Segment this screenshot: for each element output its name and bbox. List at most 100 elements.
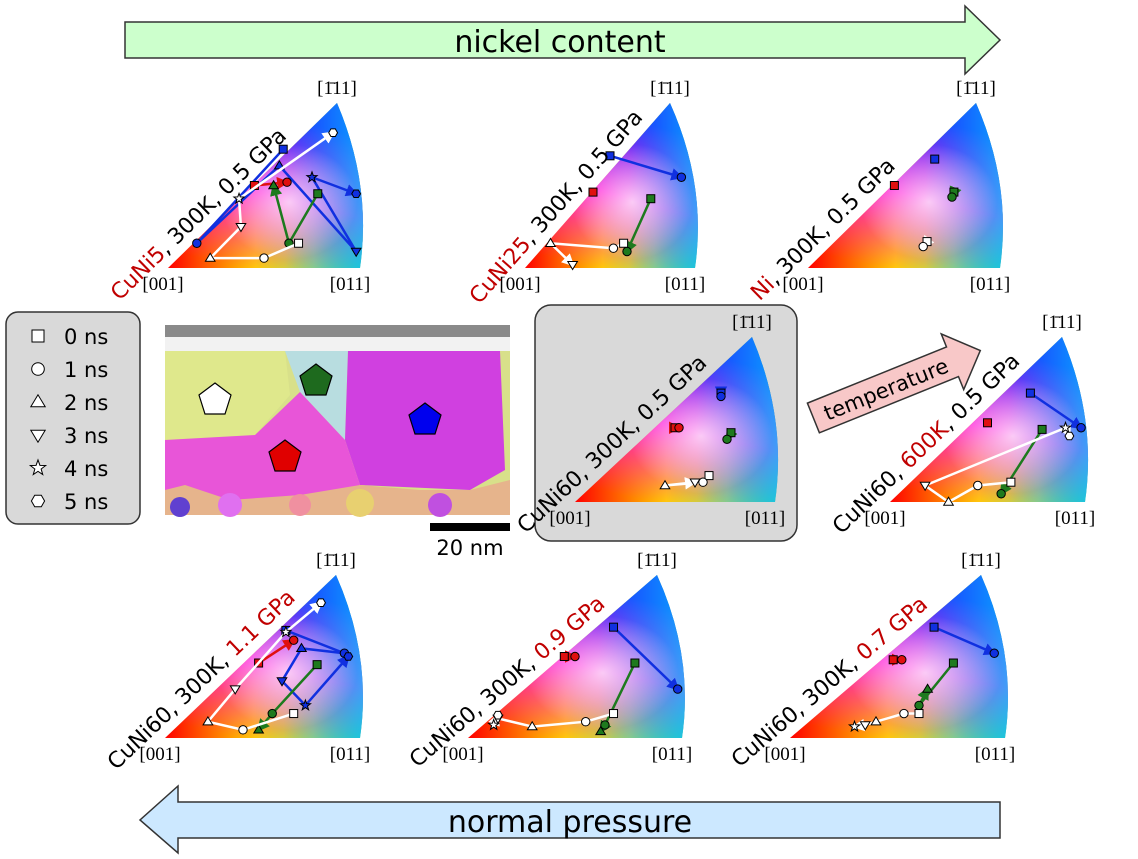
legend-label: 4 ns xyxy=(64,457,108,481)
marker-square xyxy=(930,623,938,631)
marker-circle xyxy=(1077,424,1085,432)
marker-square xyxy=(313,661,321,669)
legend-label: 3 ns xyxy=(64,424,108,448)
legend-label: 2 ns xyxy=(64,391,108,415)
marker-circle xyxy=(974,481,982,489)
nickel-arrow: nickel content xyxy=(125,6,1000,74)
marker-circle xyxy=(290,636,298,644)
marker-square xyxy=(949,659,957,667)
marker-square xyxy=(915,710,923,718)
marker-square xyxy=(1007,478,1015,486)
marker-square xyxy=(620,239,628,247)
ipf-panel: [001][011][1̄11]CuNi60, 300K, 1.1 GPa xyxy=(103,550,370,775)
marker-circle xyxy=(723,435,731,443)
grain xyxy=(346,489,374,517)
legend-label: 5 ns xyxy=(64,490,108,514)
corner-label: [011] xyxy=(745,508,785,529)
marker-circle xyxy=(623,247,631,255)
marker-circle xyxy=(677,173,685,181)
marker-circle xyxy=(900,709,908,717)
corner-label: [1̄11] xyxy=(956,78,996,99)
corner-label: [1̄11] xyxy=(961,550,1001,571)
corner-label: [1̄11] xyxy=(316,550,356,571)
marker-circle xyxy=(582,718,590,726)
corner-label: [011] xyxy=(970,274,1010,295)
ipf-panel: [001][011][1̄11]CuNi60, 300K, 0.7 GPa xyxy=(727,550,1015,773)
marker-symbol xyxy=(31,495,44,506)
ipf-panel: [001][011][1̄11]Ni, 300K, 0.5 GPa xyxy=(746,78,1010,306)
marker-square xyxy=(705,472,713,480)
marker-square xyxy=(314,190,322,198)
ipf-panel: [001][011][1̄11]CuNi60, 300K, 0.9 GPa xyxy=(405,550,692,773)
marker-circle xyxy=(609,244,617,252)
marker-circle xyxy=(674,685,682,693)
marker-symbol xyxy=(317,599,326,607)
marker-square xyxy=(32,330,44,342)
grain xyxy=(289,494,311,516)
marker-circle xyxy=(990,649,998,657)
arrow-label: nickel content xyxy=(454,25,666,60)
scale-bar xyxy=(430,523,510,531)
legend-label: 1 ns xyxy=(64,358,108,382)
legend: 0 ns 1 ns 2 ns 3 ns 4 ns 5 ns xyxy=(6,312,140,524)
marker-square xyxy=(290,710,298,718)
image-band xyxy=(165,337,510,351)
marker-square xyxy=(610,623,618,631)
corner-label: [011] xyxy=(652,744,692,765)
marker-square xyxy=(610,710,618,718)
marker-circle xyxy=(268,709,276,717)
marker-circle xyxy=(675,424,683,432)
marker-circle xyxy=(283,178,291,186)
marker-circle xyxy=(193,239,201,247)
marker-square xyxy=(647,195,655,203)
marker-square xyxy=(984,419,992,427)
corner-label: [011] xyxy=(1055,508,1095,529)
pressure-arrow: normal pressure xyxy=(140,786,1000,853)
marker-circle xyxy=(898,656,906,664)
marker-square xyxy=(1026,389,1034,397)
grain xyxy=(218,493,242,517)
ipf-panel: [001][011][1̄11]CuNi5, 300K, 0.5 GPa xyxy=(106,78,370,306)
marker-circle xyxy=(601,721,609,729)
grain xyxy=(428,493,452,517)
corner-label: [1̄11] xyxy=(317,78,357,99)
marker-symbol xyxy=(494,711,503,719)
marker-square xyxy=(1038,425,1046,433)
marker-circle xyxy=(997,490,1005,498)
ipf-panel: [001][011][1̄11]CuNi25, 300K, 0.5 GPa xyxy=(465,78,705,309)
marker-symbol xyxy=(352,190,361,198)
marker-circle xyxy=(32,363,45,376)
marker-circle xyxy=(919,242,927,250)
microstructure: 20 nm xyxy=(165,325,510,560)
marker-circle xyxy=(915,701,923,709)
corner-label: [011] xyxy=(330,274,370,295)
marker-circle xyxy=(717,392,725,400)
marker-symbol xyxy=(1065,432,1074,440)
marker-circle xyxy=(948,193,956,201)
marker-circle xyxy=(260,254,268,262)
marker-square xyxy=(631,659,639,667)
image-band xyxy=(165,325,510,337)
marker-square xyxy=(589,188,597,196)
corner-label: [1̄11] xyxy=(732,312,772,333)
page: nickel content normal pressure 0 ns 1 ns 2… xyxy=(0,0,1138,855)
corner-label: [011] xyxy=(975,744,1015,765)
corner-label: [011] xyxy=(330,744,370,765)
marker-square xyxy=(295,239,303,247)
marker-square xyxy=(889,656,897,664)
arrow-label: normal pressure xyxy=(448,805,692,840)
corner-label: [011] xyxy=(665,274,705,295)
marker-symbol xyxy=(329,129,338,137)
corner-label: [1̄11] xyxy=(650,78,690,99)
marker-square xyxy=(931,155,939,163)
grain xyxy=(170,497,190,517)
marker-square xyxy=(560,653,568,661)
ipf-shade xyxy=(808,103,1003,268)
title-part: CuNi25 xyxy=(465,232,537,309)
corner-label: [1̄11] xyxy=(637,550,677,571)
legend-label: 0 ns xyxy=(64,325,108,349)
marker-symbol xyxy=(344,653,353,661)
marker-circle xyxy=(571,652,579,660)
scale-label: 20 nm xyxy=(436,536,503,560)
corner-label: [1̄11] xyxy=(1042,312,1082,333)
